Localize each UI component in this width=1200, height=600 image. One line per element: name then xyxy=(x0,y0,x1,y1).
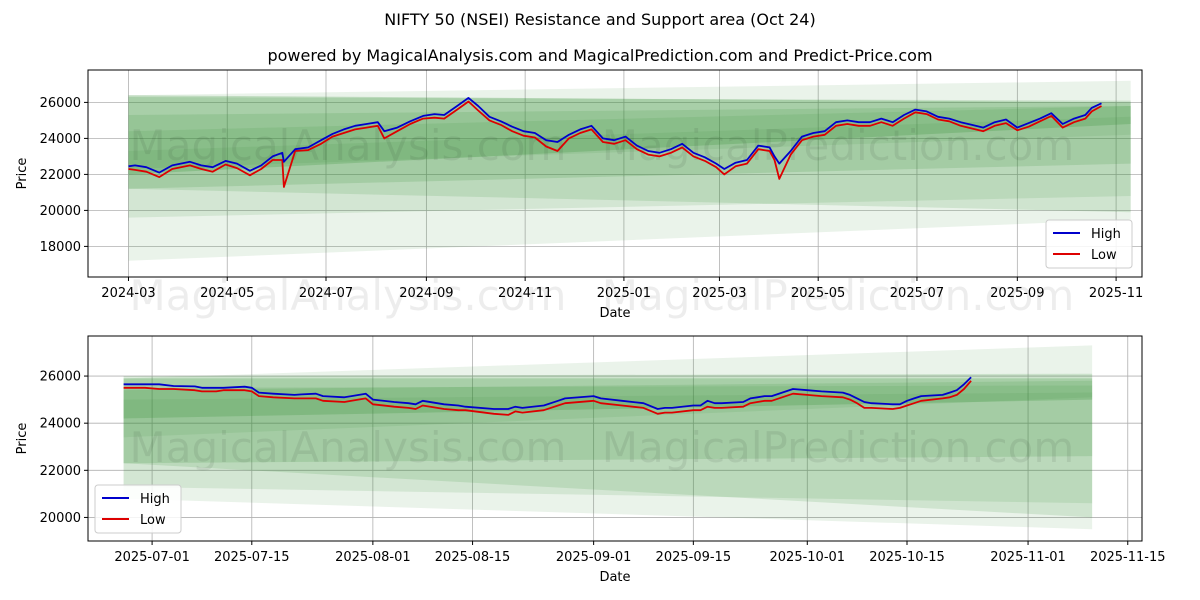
legend-label-low: Low xyxy=(1091,248,1117,263)
chart-subtitle: powered by MagicalAnalysis.com and Magic… xyxy=(267,46,933,65)
band-area xyxy=(123,385,1093,504)
x-tick-label: 2024-03 xyxy=(101,286,155,301)
band-area xyxy=(128,116,1131,261)
band-area xyxy=(128,80,1131,169)
x-tick-label: 2025-11-15 xyxy=(1090,550,1166,565)
watermark: MagicalAnalysis.com xyxy=(130,271,567,320)
top-chart: MagicalAnalysis.com MagicalPrediction.com… xyxy=(15,69,1143,320)
y-tick-label: 24000 xyxy=(40,132,81,147)
y-tick-label: 22000 xyxy=(40,168,81,183)
series-line-low xyxy=(128,100,1102,188)
y-tick-label: 26000 xyxy=(40,96,81,111)
watermark: MagicalAnalysis.com xyxy=(130,121,567,170)
series-line-low xyxy=(123,380,972,416)
x-tick-label: 2024-05 xyxy=(200,286,254,301)
x-tick-label: 2025-11 xyxy=(1089,286,1143,301)
band-area xyxy=(123,345,1093,438)
band-area xyxy=(123,380,1093,518)
grid xyxy=(88,70,1142,277)
x-tick-label: 2025-07-01 xyxy=(114,550,190,565)
y-axis: 20000 22000 24000 26000 Price xyxy=(15,370,88,526)
band-area xyxy=(123,373,1093,464)
resistance-support-bands xyxy=(128,80,1131,261)
x-tick-label: 2025-10-01 xyxy=(770,550,846,565)
x-tick-label: 2025-07-15 xyxy=(214,550,290,565)
x-axis: 2025-07-01 2025-07-15 2025-08-01 2025-08-15… xyxy=(114,541,1166,585)
y-tick-label: 20000 xyxy=(40,511,81,526)
series-line-high xyxy=(123,376,972,410)
plot-frame xyxy=(87,69,1143,278)
x-tick-label: 2025-11-01 xyxy=(990,550,1066,565)
x-tick-label: 2025-07 xyxy=(890,286,944,301)
y-axis-label: Price xyxy=(15,423,30,455)
x-tick-label: 2025-01 xyxy=(597,286,651,301)
y-axis: 18000 20000 22000 24000 26000 Price xyxy=(15,96,88,255)
x-tick-label: 2025-08-01 xyxy=(335,550,411,565)
resistance-support-bands xyxy=(123,345,1093,530)
x-tick-label: 2025-10-15 xyxy=(869,550,945,565)
y-axis-label: Price xyxy=(15,158,30,190)
legend: High Low xyxy=(1045,219,1133,269)
series-lines xyxy=(123,376,972,416)
y-tick-label: 18000 xyxy=(40,240,81,255)
grid xyxy=(88,336,1142,541)
band-area xyxy=(128,95,1131,175)
legend: High Low xyxy=(94,484,182,534)
x-tick-label: 2024-11 xyxy=(498,286,552,301)
x-tick-label: 2025-09-01 xyxy=(556,550,632,565)
x-tick-label: 2025-05 xyxy=(791,286,845,301)
watermark: MagicalAnalysis.com xyxy=(130,423,567,472)
y-tick-label: 22000 xyxy=(40,464,81,479)
chart-title: NIFTY 50 (NSEI) Resistance and Support a… xyxy=(384,10,816,29)
band-area xyxy=(128,106,1131,213)
x-axis: 2024-03 2024-05 2024-07 2024-09 2024-11 2025-… xyxy=(101,277,1143,320)
y-tick-label: 26000 xyxy=(40,370,81,385)
legend-label-high: High xyxy=(1091,227,1121,242)
x-tick-label: 2025-09-15 xyxy=(656,550,732,565)
x-tick-label: 2024-07 xyxy=(299,286,353,301)
watermark: MagicalPrediction.com xyxy=(602,423,1075,472)
plot-frame xyxy=(87,335,1143,542)
legend-label-low: Low xyxy=(140,513,166,528)
y-tick-label: 20000 xyxy=(40,204,81,219)
x-axis-label: Date xyxy=(599,570,630,585)
x-tick-label: 2025-09 xyxy=(990,286,1044,301)
x-axis-label: Date xyxy=(599,306,630,320)
watermark: MagicalPrediction.com xyxy=(602,271,1075,320)
series-lines xyxy=(128,97,1102,188)
x-tick-label: 2025-03 xyxy=(692,286,746,301)
series-line-high xyxy=(128,97,1102,174)
x-tick-label: 2024-09 xyxy=(399,286,453,301)
x-tick-label: 2025-08-15 xyxy=(435,550,511,565)
y-tick-label: 24000 xyxy=(40,417,81,432)
band-area xyxy=(128,106,1131,218)
legend-label-high: High xyxy=(140,492,170,507)
band-area xyxy=(123,392,1093,530)
